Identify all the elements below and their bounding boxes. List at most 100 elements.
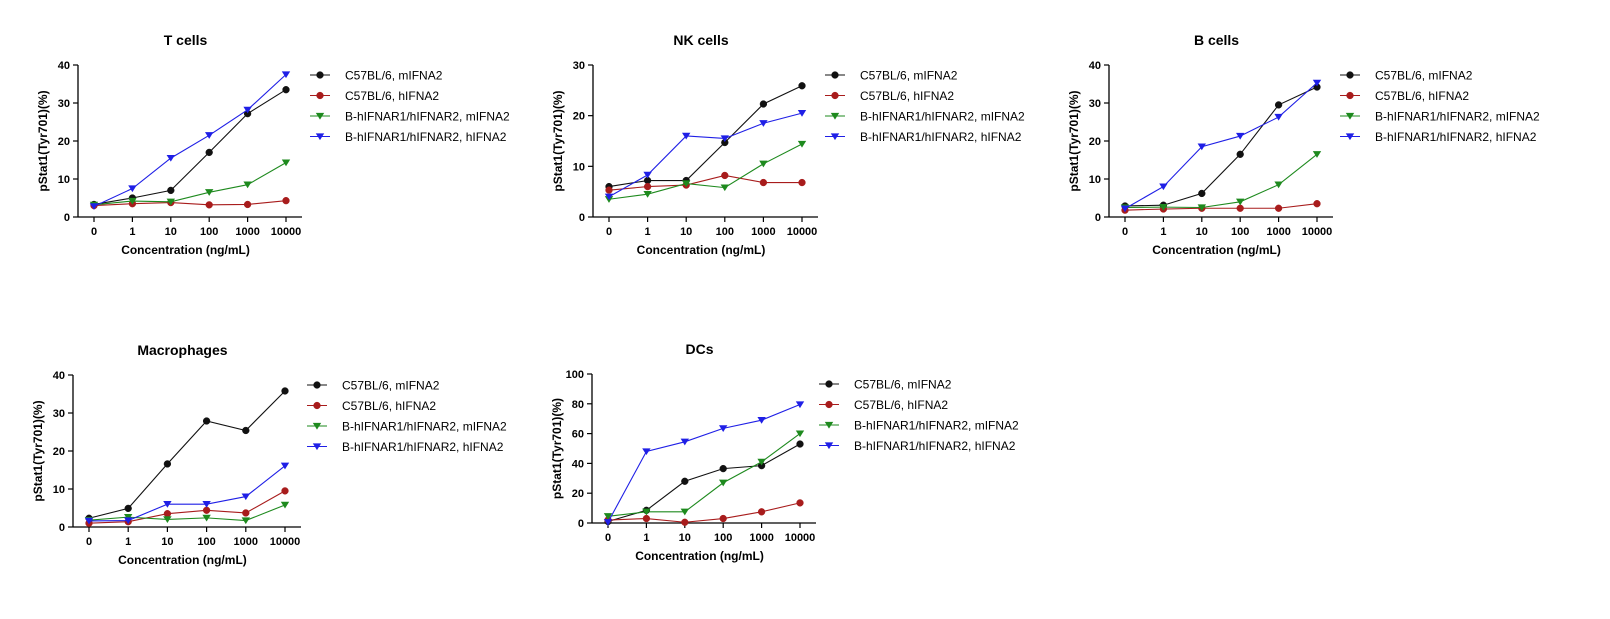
data-point: [205, 132, 214, 139]
series-line: [607, 404, 801, 523]
y-tick-label: 60: [572, 429, 584, 441]
data-point: [604, 193, 614, 201]
x-tick-label: 10000: [787, 226, 818, 238]
data-point: [796, 440, 804, 448]
data-point: [243, 181, 252, 189]
data-point: [759, 178, 768, 187]
legend-marker: [316, 91, 324, 100]
legend-label: C57BL/6, mIFNA2: [345, 69, 443, 83]
data-point: [681, 477, 689, 485]
data-point: [796, 499, 804, 507]
data-point: [282, 197, 290, 205]
legend-label: C57BL/6, mIFNA2: [854, 378, 952, 392]
x-tick-label: 0: [1122, 226, 1128, 238]
legend-label: B-hIFNAR1/hIFNAR2, hIFNA2: [1375, 130, 1537, 144]
legend-marker: [830, 112, 840, 120]
series-line: [1124, 86, 1318, 207]
y-tick-label: 40: [572, 458, 584, 470]
y-tick-label: 0: [578, 518, 584, 530]
data-point: [682, 180, 691, 188]
data-point: [163, 460, 172, 468]
data-point: [642, 448, 651, 456]
y-axis-label: pStat1(Tyr701)(%): [31, 400, 45, 501]
series-line: [607, 433, 801, 517]
data-point: [205, 148, 213, 157]
data-point: [681, 518, 689, 526]
data-point: [720, 184, 729, 192]
x-axis-label: Concentration (ng/mL): [118, 553, 247, 567]
data-point: [1312, 79, 1322, 87]
x-tick-label: 1: [129, 226, 135, 238]
legend-marker: [1345, 112, 1355, 120]
data-point: [1313, 200, 1321, 208]
series-line: [608, 112, 803, 198]
y-tick-label: 20: [1089, 136, 1101, 148]
x-tick-label: 10000: [785, 532, 816, 544]
data-point: [797, 140, 807, 148]
data-point: [282, 86, 290, 94]
series-line: [608, 143, 803, 200]
x-axis-label: Concentration (ng/mL): [1152, 243, 1281, 257]
series-line: [608, 174, 802, 191]
series-line: [1124, 82, 1318, 210]
series-b_h: [89, 71, 291, 210]
data-point: [643, 171, 652, 179]
x-tick-label: 0: [86, 536, 92, 548]
legend-label: B-hIFNAR1/hIFNAR2, mIFNA2: [1375, 110, 1540, 124]
data-point: [1236, 204, 1244, 212]
x-tick-label: 1000: [751, 226, 775, 238]
y-tick-label: 40: [58, 60, 70, 72]
y-axis-label: pStat1(Tyr701)(%): [36, 90, 50, 191]
data-point: [241, 493, 250, 501]
data-point: [241, 517, 250, 525]
x-tick-label: 100: [200, 226, 218, 238]
data-point: [205, 201, 213, 209]
data-point: [84, 517, 94, 525]
legend-marker: [1346, 91, 1354, 100]
data-point: [202, 514, 211, 522]
data-point: [1159, 183, 1168, 191]
x-axis-label: Concentration (ng/mL): [637, 243, 766, 257]
y-tick-label: 20: [573, 111, 585, 123]
legend-label: B-hIFNAR1/hIFNAR2, hIFNA2: [342, 440, 504, 454]
legend: C57BL/6, mIFNA2 C57BL/6, hIFNA2 B-hIFNAR1/…: [1340, 69, 1540, 144]
y-tick-label: 20: [58, 136, 70, 148]
legend-marker: [1346, 71, 1354, 79]
y-tick-label: 30: [58, 98, 70, 110]
legend-label: C57BL/6, hIFNA2: [342, 399, 436, 413]
data-point: [795, 430, 805, 438]
legend-marker: [313, 401, 321, 410]
series-b_m: [1120, 151, 1322, 212]
data-point: [642, 514, 651, 523]
chart-title: B cells: [1194, 32, 1239, 48]
legend-label: B-hIFNAR1/hIFNAR2, hIFNA2: [345, 130, 507, 144]
series-c57_h: [604, 499, 804, 526]
data-point: [163, 501, 172, 508]
data-point: [719, 514, 727, 523]
legend-marker: [312, 443, 322, 451]
x-tick-label: 1000: [1266, 226, 1290, 238]
chart-title: Macrophages: [137, 342, 227, 358]
legend-label: B-hIFNAR1/hIFNAR2, mIFNA2: [854, 419, 1019, 433]
data-point: [795, 401, 805, 409]
legend-label: C57BL/6, hIFNA2: [1375, 89, 1469, 103]
series-b_m: [603, 430, 805, 520]
data-point: [1236, 132, 1245, 140]
series-c57_m: [90, 86, 290, 209]
x-tick-label: 10000: [270, 536, 301, 548]
x-axis-label: Concentration (ng/mL): [121, 243, 250, 257]
data-point: [603, 519, 613, 526]
legend-label: B-hIFNAR1/hIFNAR2, mIFNA2: [345, 110, 510, 124]
data-point: [1120, 205, 1130, 213]
data-point: [89, 203, 99, 210]
data-point: [680, 438, 689, 446]
legend-marker: [825, 380, 833, 388]
series-line: [88, 504, 286, 522]
chart-panel: NK cells 0 10 20 30 0 1 10 100 1000 10000 Concentra…: [551, 32, 1025, 257]
series-line: [88, 490, 286, 524]
x-axis-label: Concentration (ng/mL): [635, 549, 764, 563]
data-point: [1274, 113, 1283, 121]
y-tick-label: 20: [53, 446, 65, 458]
legend-marker: [830, 133, 840, 141]
data-point: [1198, 189, 1206, 198]
